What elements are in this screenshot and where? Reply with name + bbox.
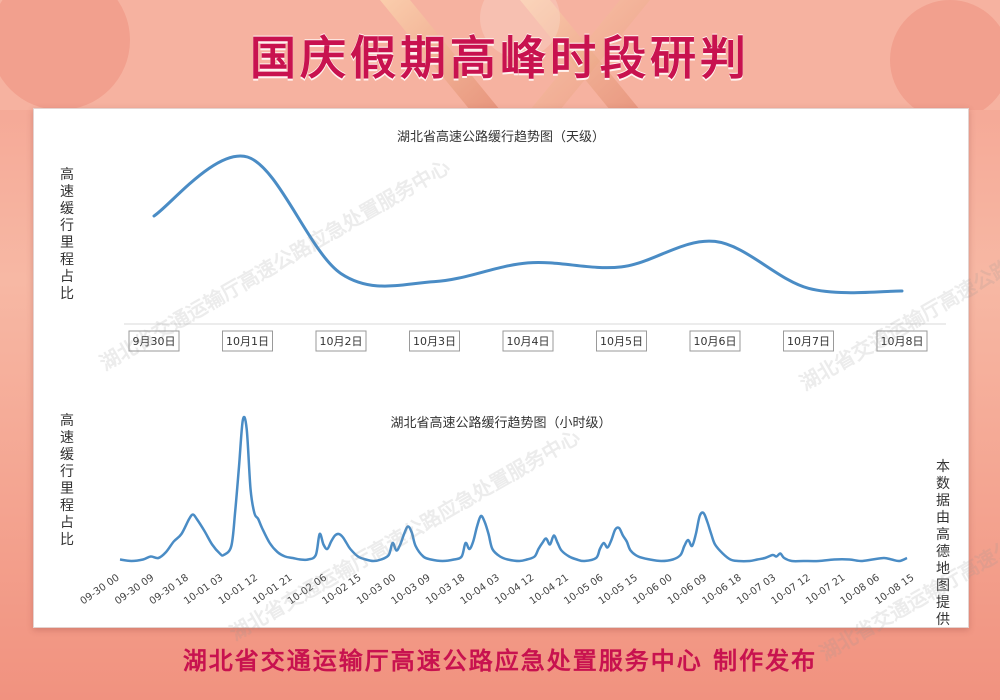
- day-chart-title: 湖北省高速公路缓行趋势图（天级）: [397, 129, 605, 145]
- day-tick-label: 10月2日: [320, 335, 363, 348]
- day-tick-box: [502, 330, 554, 352]
- day-tick-label: 10月3日: [413, 335, 456, 348]
- footer-publisher: 湖北省交通运输厅高速公路应急处置服务中心 制作发布: [182, 647, 818, 675]
- day-tick-label: 9月30日: [133, 335, 176, 348]
- hour-tick-label: 10-08 15: [873, 572, 916, 607]
- hour-chart-ylabel: 高速缓行里程占比: [60, 413, 74, 548]
- day-tick-label: 10月7日: [787, 335, 830, 348]
- day-tick-box: [596, 330, 647, 352]
- day-series-line: [152, 154, 904, 295]
- day-tick-box: [409, 330, 460, 352]
- day-tick-label: 10月1日: [226, 335, 269, 348]
- page-title: 国庆假期高峰时段研判: [250, 31, 750, 85]
- day-tick-box: [128, 330, 180, 352]
- day-tick-label: 10月8日: [881, 335, 924, 348]
- data-source-note: 本数据由高德地图提供: [936, 459, 950, 628]
- day-tick-box: [689, 330, 741, 352]
- hour-series-line: [119, 415, 908, 563]
- day-chart-ylabel: 高速缓行里程占比: [60, 167, 74, 302]
- day-tick-box: [783, 330, 834, 352]
- hour-chart-title: 湖北省高速公路缓行趋势图（小时级）: [390, 415, 611, 431]
- chart-card: 湖北省高速公路缓行趋势图（天级） 9月30日 10月1日 10月2日 10月3日 10月4…: [33, 108, 1000, 665]
- day-tick-label: 10月5日: [600, 335, 643, 348]
- day-tick-label: 10月4日: [507, 335, 550, 348]
- day-tick-box: [222, 330, 273, 352]
- chart-canvas: 湖北省高速公路缓行趋势图（天级） 9月30日 10月1日 10月2日 10月3日 10月4…: [79, 129, 946, 607]
- day-tick-label: 10月6日: [694, 335, 737, 348]
- day-tick-box: [876, 330, 928, 352]
- day-tick-box: [315, 330, 367, 352]
